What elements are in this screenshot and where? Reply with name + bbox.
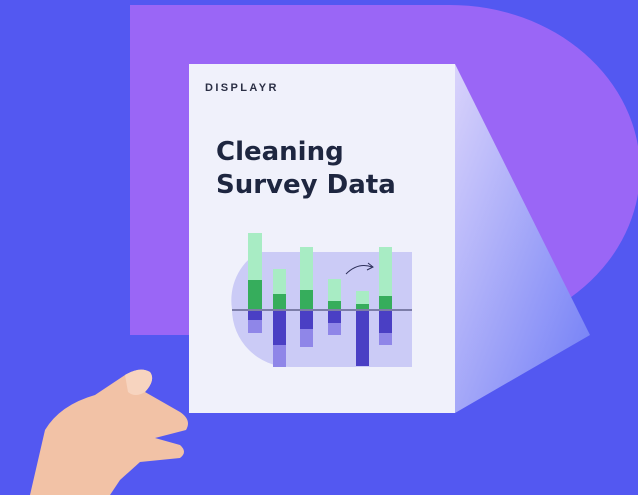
light-beam xyxy=(455,64,590,413)
brand-logo: DISPLAYR xyxy=(205,82,279,94)
illustration xyxy=(231,233,412,367)
hand xyxy=(30,369,188,495)
title-line: Cleaning xyxy=(216,137,344,167)
arrow xyxy=(345,265,373,275)
title-line: Survey Data xyxy=(216,170,396,200)
arrow-head xyxy=(366,262,374,271)
bars xyxy=(248,233,392,367)
